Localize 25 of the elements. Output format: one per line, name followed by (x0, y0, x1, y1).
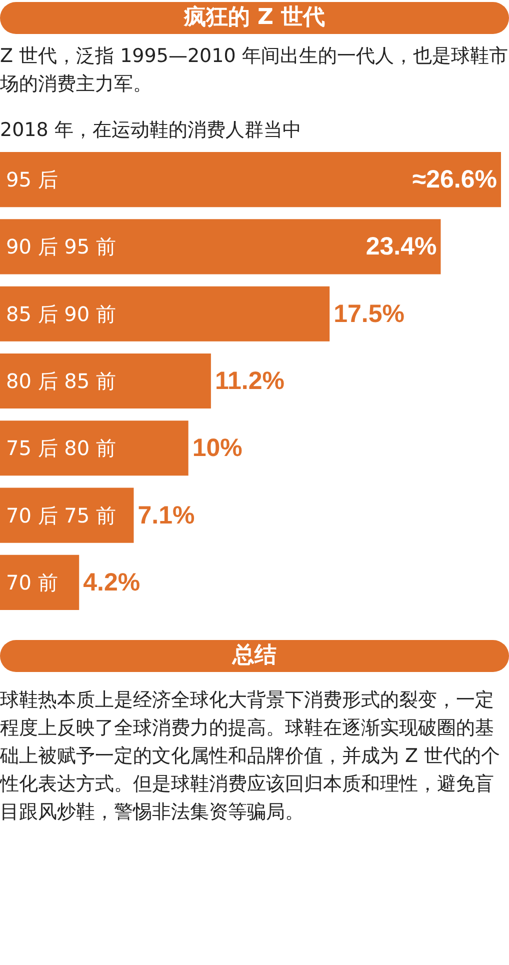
y-tick-label: 75 后 80 前 (6, 436, 116, 460)
y-tick-label: 70 前 (6, 570, 58, 594)
data-label: 23.4% (366, 232, 437, 261)
bar (0, 286, 330, 342)
y-tick-label: 95 后 (6, 168, 58, 192)
chart-subtitle: 2018 年，在运动鞋的消费人群当中 (0, 118, 302, 143)
bar (0, 353, 211, 409)
data-label: ≈26.6% (412, 166, 497, 194)
chart-title: 疯狂的 Z 世代 (0, 2, 509, 34)
data-label: 10% (192, 434, 242, 462)
data-label: 7.1% (138, 501, 195, 530)
y-tick-label: 80 后 85 前 (6, 369, 116, 393)
bar (0, 219, 441, 274)
y-tick-label: 70 后 75 前 (6, 503, 116, 528)
bar (0, 420, 188, 476)
text: 总结 (0, 640, 509, 672)
y-tick-label: 90 后 95 前 (6, 234, 116, 259)
data-label: 4.2% (83, 568, 140, 596)
bar (0, 152, 501, 208)
bar (0, 488, 134, 543)
data-label: 11.2% (214, 367, 284, 395)
data-label: 17.5% (334, 300, 404, 328)
text: Z 世代，泛指 1995—2010 年间出生的一代人，也是球鞋市场的消费主力军。 (0, 44, 509, 97)
y-tick-label: 85 后 90 前 (6, 302, 116, 326)
bar (0, 554, 80, 610)
